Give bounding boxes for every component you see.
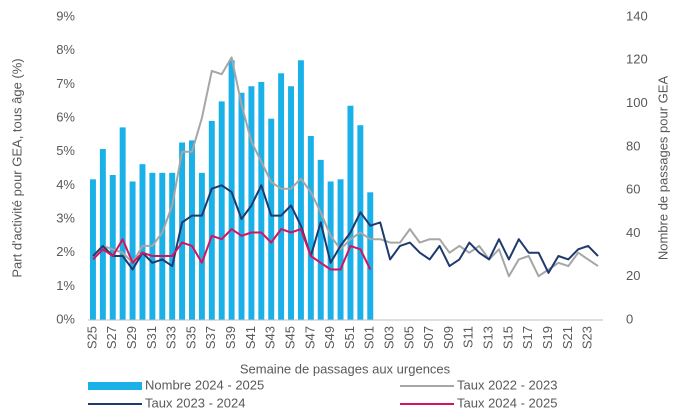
bar [228, 60, 235, 321]
x-tick-label: S47 [302, 326, 317, 349]
x-tick-label: S09 [441, 326, 456, 349]
y2-tick-label: 80 [626, 138, 640, 153]
legend-label: Nombre 2024 - 2025 [145, 377, 264, 392]
legend-label: Taux 2024 - 2025 [457, 395, 557, 410]
line [92, 56, 599, 278]
x-tick-label: S51 [342, 326, 357, 349]
x-tick-label: S39 [223, 326, 238, 349]
bar [297, 60, 304, 321]
y-tick-label: 0% [56, 311, 75, 326]
x-tick-label: S49 [322, 326, 337, 349]
y2-axis-title: Nombre de passages pour GEA [655, 76, 670, 261]
y-tick-label: 6% [56, 109, 75, 124]
y-tick-label: 2% [56, 244, 75, 259]
bar [218, 101, 225, 321]
x-tick-label: S29 [124, 326, 139, 349]
bar [357, 125, 364, 320]
x-tick-label: S11 [461, 326, 476, 348]
x-tick-label: S27 [104, 326, 119, 349]
x-tick-label: S19 [540, 326, 555, 349]
x-tick-label: S35 [183, 326, 198, 349]
x-tick-label: S43 [263, 326, 278, 349]
x-tick-label: S03 [382, 326, 397, 349]
x-tick-label: S15 [500, 326, 515, 349]
y2-tick-label: 0 [626, 311, 633, 326]
y2-tick-label: 40 [626, 225, 640, 240]
bar [268, 118, 275, 320]
line [92, 228, 372, 271]
bar [248, 86, 255, 320]
bar [258, 81, 265, 320]
bar [327, 181, 334, 320]
x-tick-label: S13 [481, 326, 496, 349]
bar [198, 172, 205, 320]
x-tick-label: S31 [144, 326, 159, 349]
bar [99, 149, 106, 320]
bar [238, 92, 245, 320]
x-tick-label: S17 [520, 326, 535, 349]
bar [288, 86, 294, 320]
y-tick-label: 7% [56, 76, 75, 91]
x-tick-label: S37 [203, 326, 218, 349]
x-axis-title: Semaine de passages aux urgences [240, 361, 451, 376]
legend-swatch [88, 382, 142, 390]
x-tick-label: S05 [401, 326, 416, 349]
x-tick-label: S25 [84, 326, 99, 349]
bar [119, 127, 126, 320]
bar [169, 172, 176, 320]
bar [347, 105, 354, 320]
bar [159, 172, 166, 320]
bar [278, 73, 285, 321]
x-tick-label: S23 [580, 326, 595, 349]
line [92, 184, 599, 274]
y2-tick-label: 100 [626, 95, 648, 110]
y2-tick-label: 120 [626, 52, 648, 67]
bar [179, 142, 186, 320]
y-tick-label: 5% [56, 143, 75, 158]
bar [367, 192, 374, 320]
legend-label: Taux 2023 - 2024 [145, 395, 245, 410]
y2-tick-label: 60 [626, 182, 640, 197]
y-tick-label: 8% [56, 42, 75, 57]
y-tick-label: 4% [56, 177, 75, 192]
bar [208, 120, 215, 320]
y2-tick-label: 140 [626, 8, 648, 23]
x-tick-label: S33 [164, 326, 179, 349]
x-tick-label: S41 [243, 326, 258, 349]
legend-label: Taux 2022 - 2023 [457, 377, 557, 392]
x-tick-label: S07 [421, 326, 436, 349]
y-axis-title: Part d'activité pour GEA, tous âge (%) [9, 58, 24, 277]
bar [89, 179, 96, 320]
bar [307, 136, 314, 320]
bar [189, 140, 195, 320]
bar [109, 174, 116, 320]
x-tick-label: S01 [362, 326, 377, 349]
y-tick-label: 3% [56, 210, 75, 225]
bar [139, 164, 146, 320]
x-tick-label: S21 [560, 326, 575, 349]
y-tick-label: 9% [56, 8, 75, 23]
bar [129, 181, 136, 320]
x-tick-label: S45 [282, 326, 297, 349]
bar [317, 159, 324, 320]
y2-tick-label: 20 [626, 268, 640, 283]
y-tick-label: 1% [56, 278, 75, 293]
